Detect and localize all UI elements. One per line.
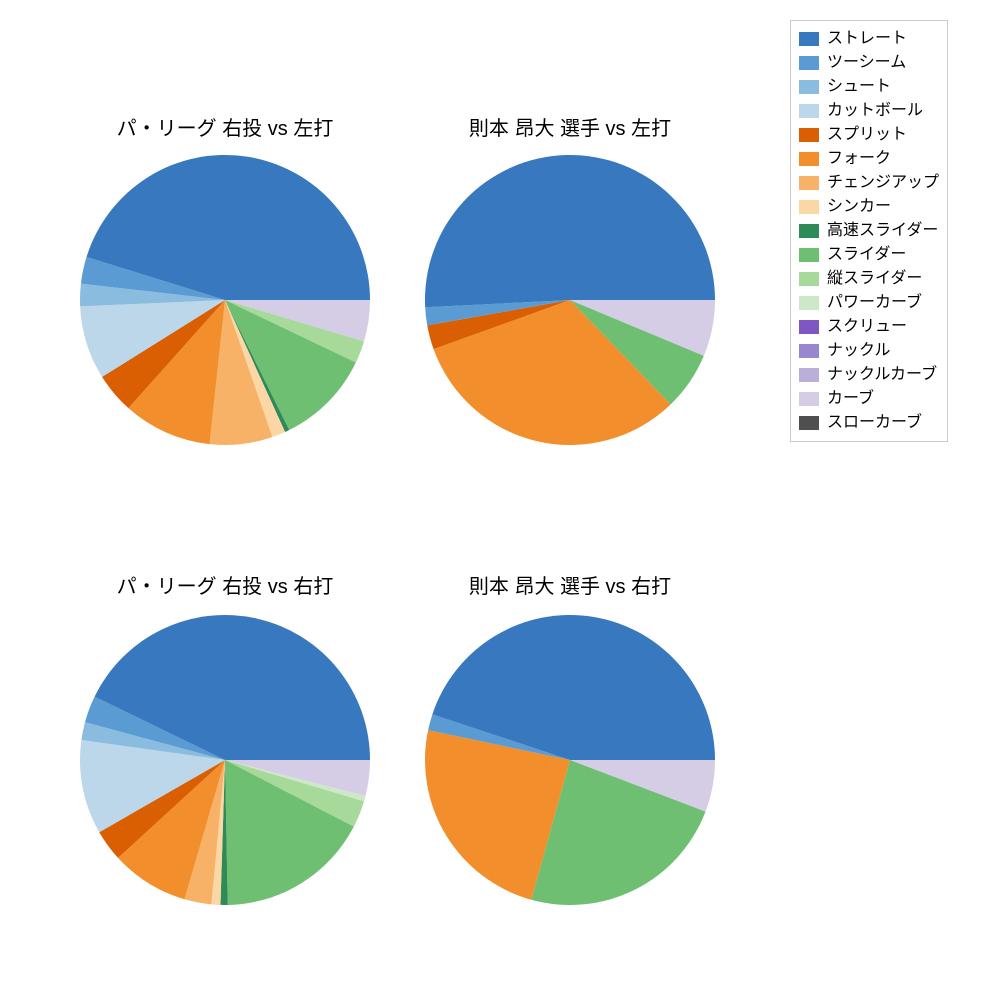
legend-label: カーブ	[827, 387, 874, 411]
pie-chart	[423, 153, 717, 447]
legend-swatch	[799, 392, 819, 406]
legend-label: パワーカーブ	[827, 291, 922, 315]
legend-item: 縦スライダー	[799, 267, 939, 291]
legend-swatch	[799, 320, 819, 334]
legend-item: スローカーブ	[799, 411, 939, 435]
legend-item: スクリュー	[799, 315, 939, 339]
pie-chart	[78, 613, 372, 907]
legend-item: ナックルカーブ	[799, 363, 939, 387]
legend: ストレートツーシームシュートカットボールスプリットフォークチェンジアップシンカー…	[790, 20, 948, 442]
legend-swatch	[799, 272, 819, 286]
legend-label: シュート	[827, 75, 891, 99]
legend-item: スライダー	[799, 243, 939, 267]
chart-title: 則本 昂大 選手 vs 左打	[469, 112, 671, 141]
legend-swatch	[799, 368, 819, 382]
legend-label: スプリット	[827, 123, 907, 147]
legend-label: カットボール	[827, 99, 923, 123]
legend-item: 高速スライダー	[799, 219, 939, 243]
legend-item: チェンジアップ	[799, 171, 939, 195]
legend-swatch	[799, 224, 819, 238]
legend-label: ストレート	[827, 27, 907, 51]
legend-item: ツーシーム	[799, 51, 939, 75]
legend-swatch	[799, 56, 819, 70]
legend-swatch	[799, 104, 819, 118]
legend-swatch	[799, 128, 819, 142]
legend-label: スクリュー	[827, 315, 907, 339]
legend-swatch	[799, 344, 819, 358]
legend-label: ツーシーム	[827, 51, 906, 75]
chart-canvas: パ・リーグ 右投 vs 左打10.67.09.98.245.2則本 昂大 選手 …	[0, 0, 1000, 1000]
legend-label: シンカー	[827, 195, 891, 219]
legend-swatch	[799, 296, 819, 310]
legend-label: 縦スライダー	[827, 267, 922, 291]
legend-item: カーブ	[799, 387, 939, 411]
pie-chart	[78, 153, 372, 447]
chart-title: パ・リーグ 右投 vs 左打	[117, 112, 334, 141]
legend-swatch	[799, 32, 819, 46]
legend-item: スプリット	[799, 123, 939, 147]
legend-swatch	[799, 80, 819, 94]
legend-item: シュート	[799, 75, 939, 99]
legend-item: ナックル	[799, 339, 939, 363]
legend-label: フォーク	[827, 147, 891, 171]
pie-chart	[423, 613, 717, 907]
legend-item: シンカー	[799, 195, 939, 219]
legend-item: ストレート	[799, 27, 939, 51]
legend-label: ナックルカーブ	[827, 363, 937, 387]
legend-swatch	[799, 176, 819, 190]
legend-swatch	[799, 152, 819, 166]
legend-item: フォーク	[799, 147, 939, 171]
legend-label: スローカーブ	[827, 411, 922, 435]
legend-label: ナックル	[827, 339, 891, 363]
legend-label: スライダー	[827, 243, 906, 267]
legend-item: カットボール	[799, 99, 939, 123]
legend-item: パワーカーブ	[799, 291, 939, 315]
legend-label: 高速スライダー	[827, 219, 938, 243]
legend-swatch	[799, 248, 819, 262]
chart-title: 則本 昂大 選手 vs 右打	[469, 570, 671, 599]
chart-title: パ・リーグ 右投 vs 右打	[117, 570, 334, 599]
legend-label: チェンジアップ	[827, 171, 939, 195]
legend-swatch	[799, 416, 819, 430]
legend-swatch	[799, 200, 819, 214]
pie-slice	[425, 155, 715, 307]
